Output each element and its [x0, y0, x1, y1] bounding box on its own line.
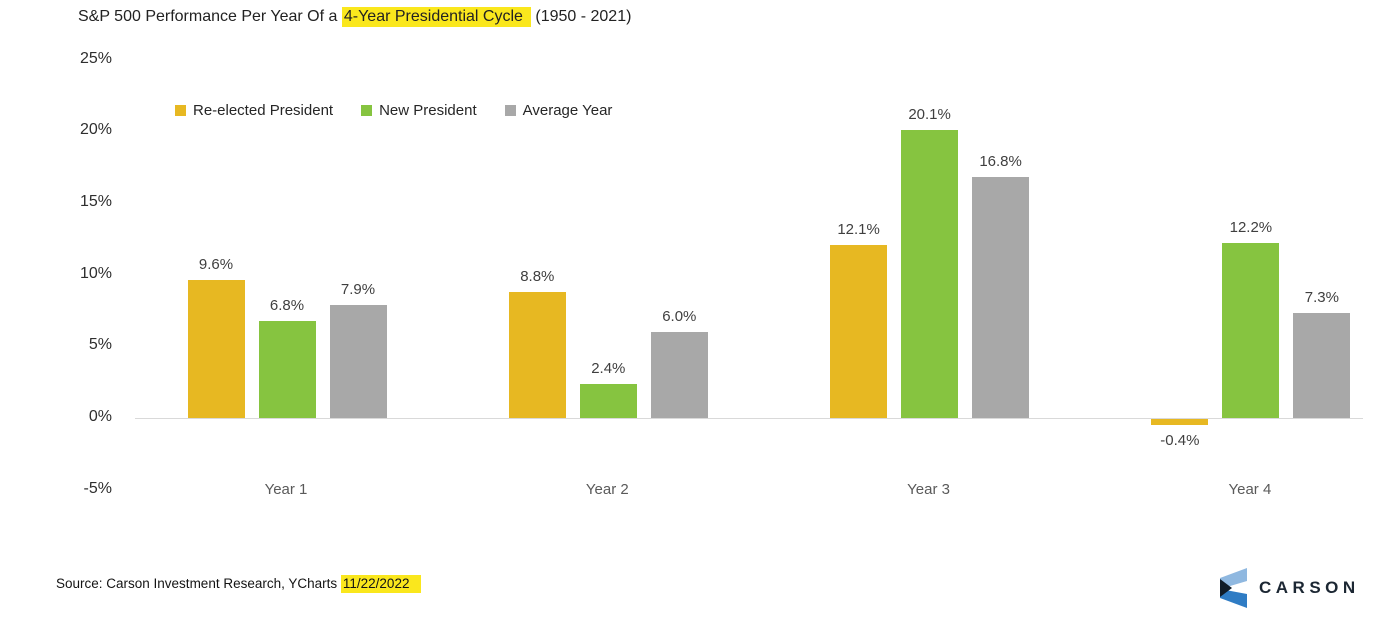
legend-swatch-icon [361, 105, 373, 116]
bar-average-year [972, 177, 1030, 418]
carson-logo-icon [1220, 568, 1247, 608]
bar-value-label: 12.2% [1229, 219, 1273, 237]
y-axis-tick-label: 10% [79, 264, 112, 282]
bar-re-elected-president [1151, 419, 1209, 425]
bar-new-president [901, 129, 959, 418]
bar-value-label: 2.4% [591, 359, 626, 377]
carson-wordmark: CARSON [1259, 578, 1360, 597]
bar-value-label: -0.4% [1160, 431, 1200, 449]
source-date-highlight: 11/22/2022 [340, 575, 422, 593]
legend-label: Re-elected President [193, 102, 334, 119]
bar-value-label: 7.3% [1304, 289, 1339, 307]
legend-label: Average Year [522, 102, 613, 119]
legend-item-re-elected-president: Re-elected President [175, 102, 333, 119]
x-axis-category-label: Year 3 [907, 481, 950, 498]
carson-logo: CARSON [1214, 568, 1360, 608]
y-axis-tick-label: 25% [79, 49, 112, 67]
title-suffix: (1950 - 2021) [530, 8, 632, 25]
bar-value-label: 7.9% [340, 280, 376, 298]
bar-value-label: 8.8% [520, 267, 555, 285]
y-axis-tick-label: 0% [88, 408, 112, 425]
bar-value-label: 12.1% [837, 220, 880, 238]
bar-re-elected-president [830, 244, 888, 418]
y-axis-tick-label: 5% [88, 336, 112, 354]
source-note: Source: Carson Investment Research, YCha… [56, 575, 422, 593]
chart-title: S&P 500 Performance Per Year Of a 4-Year… [78, 7, 632, 27]
x-axis-category-label: Year 1 [264, 481, 308, 498]
legend-swatch-icon [504, 105, 516, 116]
bar-value-label: 6.0% [662, 308, 697, 326]
bar-new-president [579, 383, 637, 418]
source-text: Source: Carson Investment Research, YCha… [56, 576, 341, 591]
legend-item-new-president: New President [361, 102, 477, 119]
bar-average-year [329, 304, 387, 418]
bar-value-label: 20.1% [908, 105, 951, 123]
title-highlight: 4-Year Presidential Cycle [341, 7, 531, 27]
legend-label: New President [379, 102, 477, 119]
bar-new-president [258, 320, 316, 418]
legend-swatch-icon [175, 105, 186, 116]
bar-value-label: 6.8% [269, 296, 305, 314]
y-axis-tick-label: -5% [83, 479, 112, 497]
bar-re-elected-president [187, 280, 245, 418]
bar-new-president [1222, 243, 1280, 418]
bar-value-label: 9.6% [198, 256, 234, 274]
bar-average-year [1293, 313, 1351, 418]
bar-value-label: 16.8% [979, 153, 1022, 171]
y-axis-tick-label: 15% [79, 193, 112, 211]
x-axis-category-label: Year 4 [1228, 481, 1272, 498]
bar-average-year [650, 332, 708, 418]
legend-item-average-year: Average Year [504, 102, 613, 119]
y-axis-tick-label: 20% [79, 121, 112, 139]
x-axis-category-label: Year 2 [585, 481, 629, 498]
x-axis-baseline [135, 418, 1363, 419]
bar-re-elected-president [508, 291, 566, 418]
title-prefix: S&P 500 Performance Per Year Of a [78, 8, 342, 25]
legend: Re-elected President New President Average… [175, 102, 612, 119]
